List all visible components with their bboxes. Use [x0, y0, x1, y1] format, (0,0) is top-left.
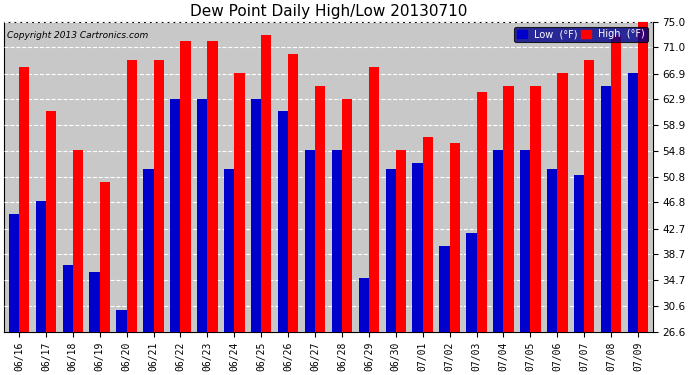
Bar — [601, 86, 611, 332]
Bar — [288, 54, 298, 332]
Bar — [628, 73, 638, 332]
Bar — [73, 150, 83, 332]
Bar — [154, 60, 164, 332]
Bar — [477, 92, 486, 332]
Bar — [611, 34, 622, 332]
Legend: Low  (°F), High  (°F): Low (°F), High (°F) — [514, 27, 648, 42]
Bar — [369, 66, 379, 332]
Bar — [117, 310, 127, 332]
Bar — [100, 182, 110, 332]
Bar — [520, 150, 531, 332]
Bar — [305, 150, 315, 332]
Bar — [638, 22, 649, 332]
Bar — [396, 150, 406, 332]
Bar — [493, 150, 504, 332]
Bar — [127, 60, 137, 332]
Bar — [235, 73, 244, 332]
Bar — [584, 60, 595, 332]
Bar — [197, 99, 208, 332]
Bar — [181, 41, 190, 332]
Bar — [450, 143, 460, 332]
Bar — [547, 169, 558, 332]
Text: Copyright 2013 Cartronics.com: Copyright 2013 Cartronics.com — [8, 31, 148, 40]
Title: Dew Point Daily High/Low 20130710: Dew Point Daily High/Low 20130710 — [190, 4, 467, 19]
Bar — [9, 214, 19, 332]
Bar — [332, 150, 342, 332]
Bar — [504, 86, 513, 332]
Bar — [423, 137, 433, 332]
Bar — [170, 99, 181, 332]
Bar — [558, 73, 568, 332]
Bar — [386, 169, 396, 332]
Bar — [224, 169, 235, 332]
Bar — [36, 201, 46, 332]
Bar — [144, 169, 154, 332]
Bar — [359, 278, 369, 332]
Bar — [278, 111, 288, 332]
Bar — [46, 111, 56, 332]
Bar — [262, 34, 271, 332]
Bar — [251, 99, 262, 332]
Bar — [531, 86, 541, 332]
Bar — [440, 246, 450, 332]
Bar — [208, 41, 217, 332]
Bar — [63, 265, 73, 332]
Bar — [19, 66, 29, 332]
Bar — [342, 99, 352, 332]
Bar — [413, 163, 423, 332]
Bar — [574, 176, 584, 332]
Bar — [466, 233, 477, 332]
Bar — [315, 86, 325, 332]
Bar — [90, 272, 100, 332]
